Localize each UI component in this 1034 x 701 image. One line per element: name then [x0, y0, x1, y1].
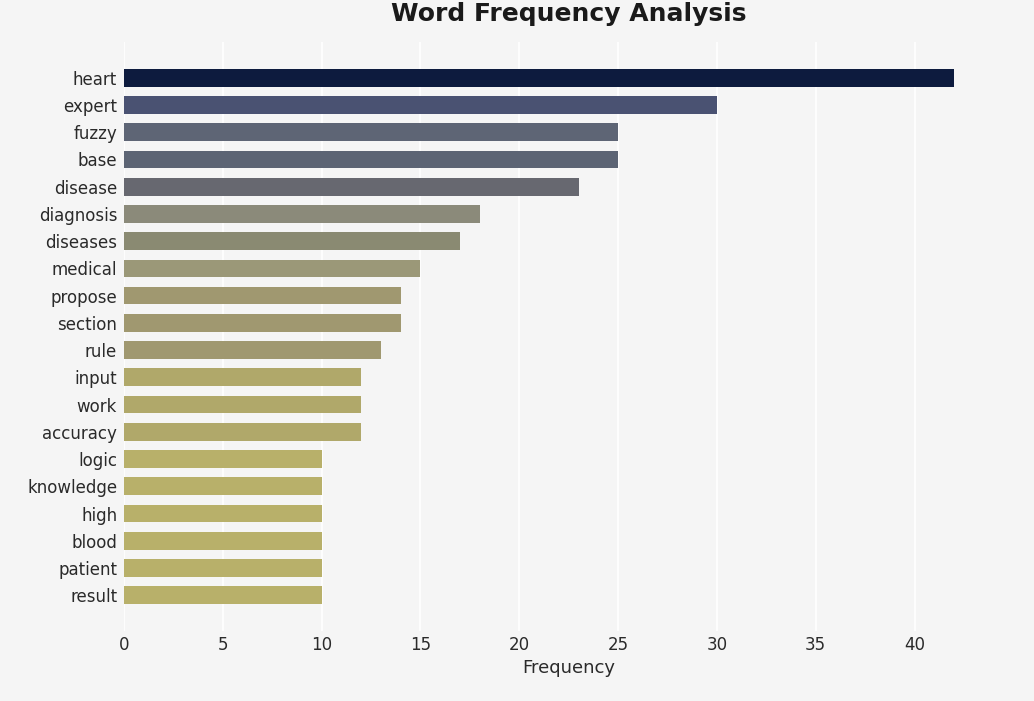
Bar	[124, 314, 401, 332]
X-axis label: Frequency: Frequency	[522, 660, 615, 677]
Bar	[124, 559, 322, 577]
Bar	[124, 532, 322, 550]
Bar	[124, 450, 322, 468]
Bar	[124, 477, 322, 495]
Bar	[124, 205, 480, 223]
Bar	[124, 423, 361, 441]
Bar	[124, 123, 618, 141]
Bar	[124, 287, 401, 304]
Bar	[124, 369, 361, 386]
Bar	[124, 505, 322, 522]
Bar	[124, 232, 460, 250]
Bar	[124, 151, 618, 168]
Bar	[124, 178, 579, 196]
Bar	[124, 69, 954, 86]
Bar	[124, 587, 322, 604]
Bar	[124, 259, 421, 277]
Bar	[124, 96, 717, 114]
Bar	[124, 341, 381, 359]
Bar	[124, 396, 361, 414]
Title: Word Frequency Analysis: Word Frequency Analysis	[391, 2, 747, 26]
